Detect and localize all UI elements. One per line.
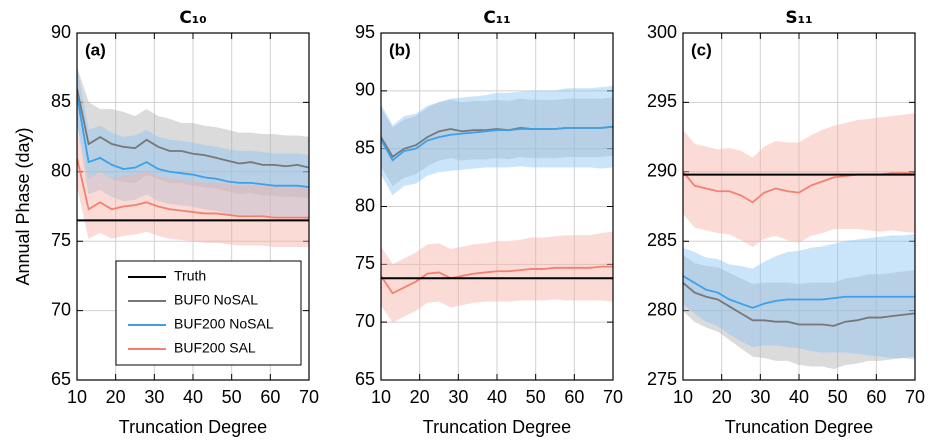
y-tick-label: 275 (647, 369, 677, 389)
y-tick-label: 75 (355, 253, 375, 273)
band-segment (683, 247, 695, 314)
x-tick-label: 10 (67, 387, 87, 407)
band-segment (729, 264, 742, 342)
legend-label: BUF200 NoSAL (174, 316, 274, 332)
x-tick-label: 70 (603, 387, 623, 407)
band-segment (77, 67, 89, 179)
x-axis-label: Truncation Degree (725, 417, 873, 437)
chart-title: S₁₁ (785, 8, 812, 28)
y-tick-label: 285 (647, 230, 677, 250)
x-axis-label: Truncation Degree (423, 417, 571, 437)
panel: 65 70 75 80 85 90 95 10 20 30 40 50 60 70 C₁₁ (b) Trunca… (355, 8, 623, 437)
x-tick-label: 70 (905, 387, 925, 407)
x-tick-label: 40 (789, 387, 809, 407)
panel-label: (c) (691, 40, 712, 59)
series-line (381, 125, 613, 162)
legend-label: BUF0 NoSAL (174, 292, 258, 308)
series-line (77, 95, 309, 188)
band-segment (99, 109, 113, 180)
band-segment (181, 122, 194, 186)
plot-frame (682, 32, 916, 381)
series-line (77, 157, 309, 219)
x-tick-label: 20 (106, 387, 126, 407)
y-tick-label: 85 (51, 91, 71, 111)
x-tick-label: 10 (371, 387, 391, 407)
band-segment (763, 256, 777, 346)
x-tick-label: 60 (564, 387, 584, 407)
y-tick-label: 85 (355, 137, 375, 157)
y-tick-label: 65 (355, 369, 375, 389)
legend-label: Truth (174, 268, 206, 284)
x-tick-label: 60 (260, 387, 280, 407)
x-tick-label: 50 (222, 387, 242, 407)
band (77, 67, 309, 199)
plot-area (683, 113, 915, 370)
y-tick-label: 75 (51, 230, 71, 250)
y-tick-label: 300 (647, 22, 677, 42)
plot-area (77, 67, 309, 248)
y-tick-label: 90 (355, 80, 375, 100)
legend: Truth BUF0 NoSAL BUF200 NoSAL BUF200 SAL (115, 260, 302, 366)
series-line (683, 275, 915, 309)
x-tick-label: 20 (410, 387, 430, 407)
chart-title: C₁₀ (179, 8, 206, 28)
panel-label: (b) (389, 40, 411, 59)
y-tick-label: 95 (355, 22, 375, 42)
plot-frame (380, 32, 614, 381)
x-tick-label: 60 (866, 387, 886, 407)
y-axis-label: Annual Phase (day) (13, 127, 33, 285)
x-tick-label: 40 (183, 387, 203, 407)
chart-title: C₁₁ (483, 8, 510, 28)
x-tick-label: 30 (448, 387, 468, 407)
x-tick-label: 30 (750, 387, 770, 407)
y-tick-label: 90 (51, 22, 71, 42)
y-tick-label: 295 (647, 91, 677, 111)
x-tick-label: 20 (712, 387, 732, 407)
y-tick-label: 70 (51, 299, 71, 319)
band-segment (134, 108, 147, 184)
panel-label: (a) (85, 40, 106, 59)
panel: 275 280 285 290 295 300 10 20 30 40 50 60 70 S₁₁ (c) Tr… (647, 8, 925, 437)
series-line (683, 282, 915, 327)
series-line (77, 88, 309, 169)
legend-label: BUF200 SAL (174, 340, 256, 356)
y-tick-label: 65 (51, 369, 71, 389)
x-tick-label: 50 (526, 387, 546, 407)
y-tick-label: 70 (355, 311, 375, 331)
y-tick-label: 280 (647, 299, 677, 319)
y-tick-label: 80 (355, 195, 375, 215)
x-tick-label: 40 (487, 387, 507, 407)
x-tick-label: 10 (673, 387, 693, 407)
y-tick-label: 80 (51, 161, 71, 181)
x-tick-label: 50 (828, 387, 848, 407)
x-tick-label: 30 (144, 387, 164, 407)
y-tick-label: 290 (647, 161, 677, 181)
x-tick-label: 70 (299, 387, 319, 407)
plot-area (381, 85, 613, 323)
panel: 65 70 75 80 85 90 10 20 30 40 50 60 70 C₁₀ (a) Truncati… (13, 8, 319, 437)
legend-box (115, 260, 302, 366)
plot-frame (76, 32, 310, 381)
x-axis-label: Truncation Degree (119, 417, 267, 437)
